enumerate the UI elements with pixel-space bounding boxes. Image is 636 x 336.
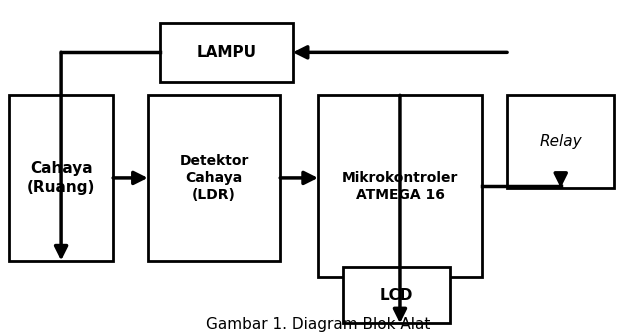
Text: LAMPU: LAMPU [197, 45, 256, 60]
Text: Mikrokontroler
ATMEGA 16: Mikrokontroler ATMEGA 16 [342, 171, 458, 202]
Text: Relay: Relay [539, 134, 582, 149]
Bar [148, 95, 280, 260]
Bar [507, 95, 614, 188]
Text: Cahaya
(Ruang): Cahaya (Ruang) [27, 161, 95, 195]
Bar [318, 95, 482, 277]
Text: Detektor
Cahaya
(LDR): Detektor Cahaya (LDR) [179, 154, 249, 202]
Bar [9, 95, 113, 260]
Bar [343, 267, 450, 323]
Bar [160, 23, 293, 82]
Text: Gambar 1. Diagram Blok Alat: Gambar 1. Diagram Blok Alat [206, 317, 430, 332]
Text: LCD: LCD [380, 288, 413, 303]
